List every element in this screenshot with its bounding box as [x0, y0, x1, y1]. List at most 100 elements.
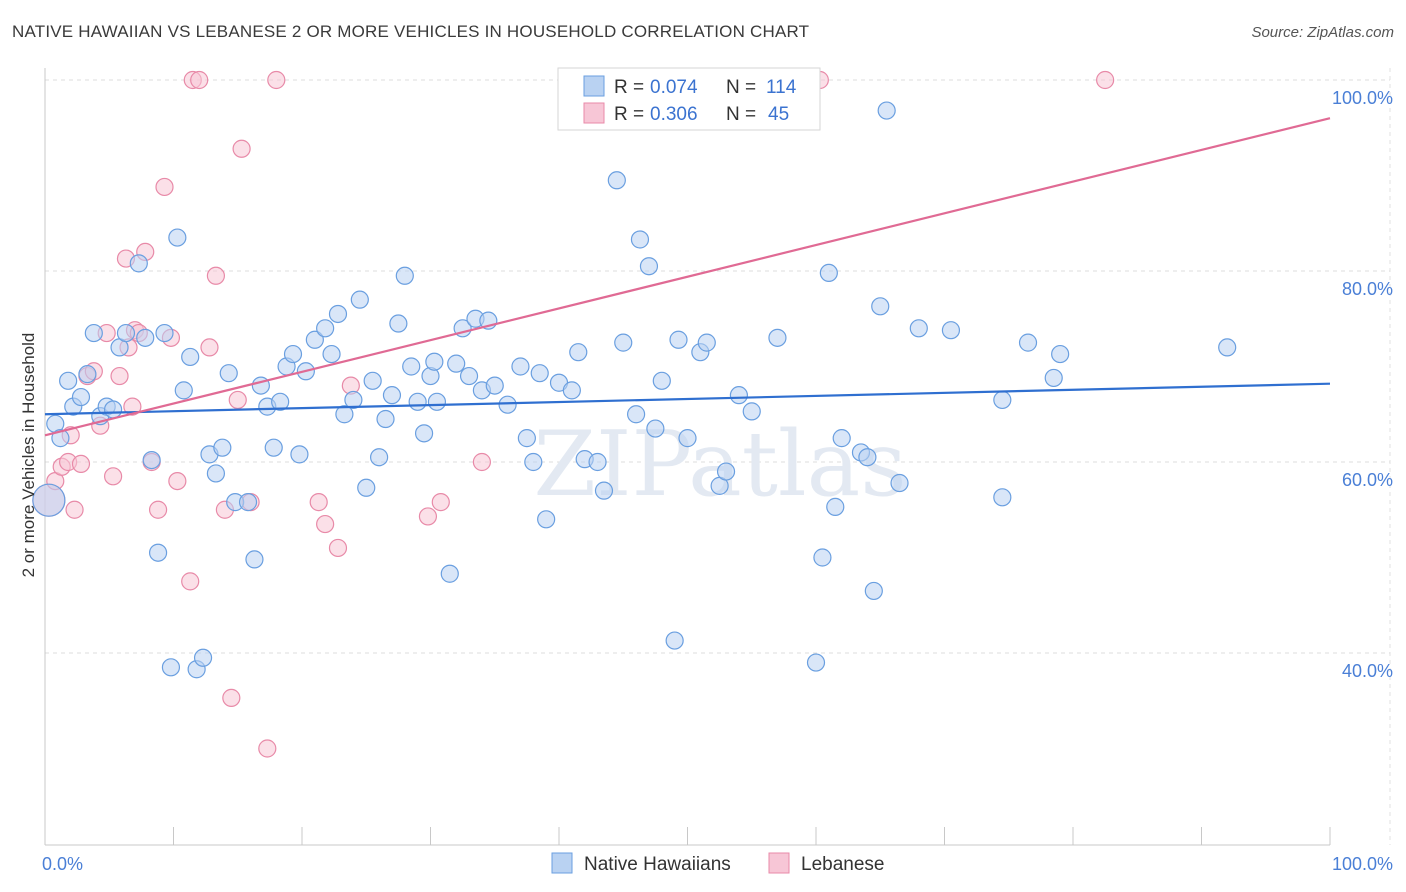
native-hawaiian-points [32, 101, 1237, 679]
native-hawaiian-point [877, 101, 896, 120]
native-hawaiian-point [316, 319, 335, 338]
y-axis-title: 2 or more Vehicles in Household [19, 333, 38, 578]
bottom-legend-swatch-blue [551, 852, 573, 874]
native-hawaiian-point [155, 323, 174, 343]
native-hawaiian-point [1044, 368, 1063, 388]
native-hawaiian-point [51, 429, 70, 448]
native-hawaiian-point [389, 314, 408, 333]
native-hawaiian-point [993, 390, 1012, 410]
native-hawaiian-point [626, 405, 646, 424]
lebanese-trend-line [44, 117, 1331, 437]
legend-n-label-1: N = [726, 77, 756, 98]
native-hawaiian-point [376, 409, 395, 429]
native-hawaiian-point [344, 390, 363, 410]
bottom-legend-swatch-pink [768, 852, 790, 874]
native-hawaiian-point [665, 631, 684, 650]
lebanese-point [110, 366, 129, 386]
native-hawaiian-point [498, 395, 517, 414]
native-hawaiian-point [819, 263, 838, 283]
native-hawaiian-point [283, 344, 303, 364]
lebanese-point [181, 572, 200, 591]
lebanese-point [431, 493, 450, 512]
bottom-legend-lebanese: Lebanese [801, 854, 884, 875]
lebanese-point [168, 472, 187, 491]
native-hawaiian-point [148, 543, 168, 562]
native-hawaiian-point [264, 438, 283, 457]
lebanese-point [232, 139, 251, 158]
native-hawaiian-point [729, 386, 749, 405]
axes [44, 68, 1331, 846]
lebanese-point [155, 177, 174, 197]
legend-r-value-2: 0.306 [650, 104, 698, 125]
y-tick-label-60: 60.0% [1342, 470, 1393, 490]
native-hawaiian-point [569, 343, 588, 362]
y-tick-label-100: 100.0% [1332, 88, 1393, 108]
native-hawaiian-point [402, 357, 421, 376]
native-hawaiian-point [129, 254, 148, 273]
native-hawaiian-point [858, 448, 877, 467]
native-hawaiian-point [305, 330, 324, 349]
native-hawaiian-point [59, 371, 78, 390]
legend-n-value-2: 45 [768, 104, 789, 125]
native-hawaiian-point [206, 464, 226, 483]
native-hawaiian-point [447, 354, 466, 373]
native-hawaiian-point [357, 478, 376, 497]
native-hawaiian-point [193, 648, 213, 667]
native-hawaiian-point [142, 450, 161, 470]
x-tick-label-0: 0.0% [42, 854, 83, 874]
legend-n-value-1: 114 [766, 77, 797, 98]
native-hawaiian-point [84, 323, 103, 343]
native-hawaiian-point [511, 357, 530, 376]
native-hawaiian-point [32, 483, 66, 517]
lebanese-point [228, 390, 247, 410]
native-hawaiian-point [1218, 338, 1237, 357]
native-hawaiian-point [408, 392, 427, 411]
bottom-legend: Native Hawaiians Lebanese [551, 852, 884, 875]
native-hawaiian-point [382, 386, 402, 405]
lebanese-point [123, 397, 142, 416]
native-hawaiian-point [941, 321, 961, 340]
native-hawaiian-point [440, 564, 459, 583]
native-hawaiian-point [614, 333, 633, 352]
native-hawaiian-point [517, 429, 536, 448]
native-hawaiian-point [832, 429, 851, 448]
native-hawaiian-point [530, 364, 549, 383]
trend-lines [44, 117, 1331, 437]
native-hawaiian-point [639, 257, 659, 276]
native-hawaiian-point [459, 366, 479, 386]
bottom-legend-native-hawaiians: Native Hawaiians [584, 854, 731, 875]
native-hawaiian-point [181, 347, 200, 367]
lebanese-point [104, 467, 123, 486]
native-hawaiian-point [322, 344, 341, 364]
native-hawaiian-point [768, 328, 787, 347]
native-hawaiian-point [697, 333, 716, 352]
native-hawaiian-point [594, 481, 614, 500]
native-hawaiian-point [909, 319, 928, 338]
native-hawaiian-point [652, 371, 671, 390]
native-hawaiian-point [678, 429, 697, 448]
native-hawaiian-point [328, 304, 348, 324]
native-hawaiian-point [370, 448, 389, 467]
lebanese-point [472, 452, 491, 472]
x-tick-label-100: 100.0% [1332, 854, 1393, 874]
native-hawaiian-point [826, 497, 845, 516]
lebanese-point [1096, 70, 1115, 90]
legend-swatch-pink [583, 102, 605, 124]
native-hawaiian-point [363, 371, 382, 390]
native-hawaiian-point [219, 364, 238, 383]
native-hawaiian-point [290, 445, 309, 464]
y-tick-label-80: 80.0% [1342, 279, 1393, 299]
native-hawaiian-point [871, 297, 890, 316]
native-hawaiian-point [993, 488, 1012, 507]
native-hawaiian-point [588, 452, 607, 472]
legend-r-label-2: R = [614, 104, 644, 125]
native-hawaiian-point [813, 548, 832, 567]
native-hawaiian-point [174, 381, 193, 400]
native-hawaiian-point [238, 493, 258, 512]
lebanese-point [190, 70, 209, 90]
native-hawaiian-point [71, 387, 91, 407]
legend-swatch-blue [583, 75, 605, 97]
y-tick-labels: 40.0% 60.0% 80.0% 100.0% [1332, 88, 1393, 681]
lebanese-point [258, 739, 277, 758]
native-hawaiian-point [161, 658, 181, 677]
